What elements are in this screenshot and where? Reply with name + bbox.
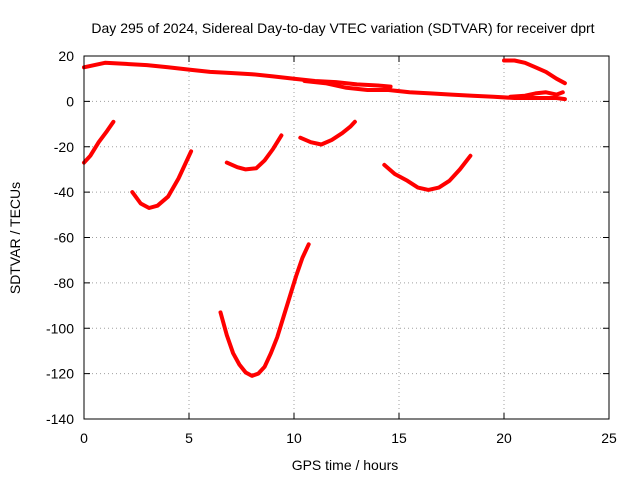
y-tick-label-8: -140 bbox=[46, 411, 74, 427]
y-tick-label-4: -60 bbox=[54, 230, 74, 246]
y-tick-label-6: -100 bbox=[46, 320, 74, 336]
series-arc-7 bbox=[224, 133, 284, 172]
series-arc-3 bbox=[502, 58, 567, 86]
y-tick-label-5: -80 bbox=[54, 275, 74, 291]
y-tick-label-2: -20 bbox=[54, 139, 74, 155]
series-arc-8 bbox=[298, 119, 357, 147]
series-arc-2 bbox=[302, 79, 567, 102]
x-tick-label-3: 15 bbox=[391, 430, 407, 446]
x-tick-label-4: 20 bbox=[496, 430, 512, 446]
tick-layer: 0 5 10 15 20 25 20 0 -20 -40 -60 -80 -100 -120 -140 bbox=[46, 48, 617, 446]
x-tick-label-0: 0 bbox=[80, 430, 88, 446]
series-arc-1 bbox=[82, 60, 393, 89]
grid-layer bbox=[84, 56, 609, 419]
y-tick-label-1: 0 bbox=[66, 93, 74, 109]
series-arc-6 bbox=[130, 149, 194, 210]
series-layer bbox=[82, 58, 567, 378]
x-axis-label: GPS time / hours bbox=[292, 457, 399, 473]
series-arc-9 bbox=[382, 153, 473, 192]
y-tick-label-3: -40 bbox=[54, 184, 74, 200]
series-arc-4 bbox=[508, 90, 565, 99]
y-axis-label: SDTVAR / TECUs bbox=[7, 182, 23, 294]
y-tick-label-0: 20 bbox=[58, 48, 74, 64]
y-tick-label-7: -120 bbox=[46, 366, 74, 382]
series-arc-10 bbox=[218, 242, 311, 378]
plot-frame bbox=[83, 55, 610, 420]
x-tick-label-5: 25 bbox=[601, 430, 617, 446]
chart-title: Day 295 of 2024, Sidereal Day-to-day VTE… bbox=[91, 20, 594, 36]
x-tick-label-2: 10 bbox=[286, 430, 302, 446]
series-arc-5 bbox=[82, 119, 116, 165]
x-tick-label-1: 5 bbox=[185, 430, 193, 446]
